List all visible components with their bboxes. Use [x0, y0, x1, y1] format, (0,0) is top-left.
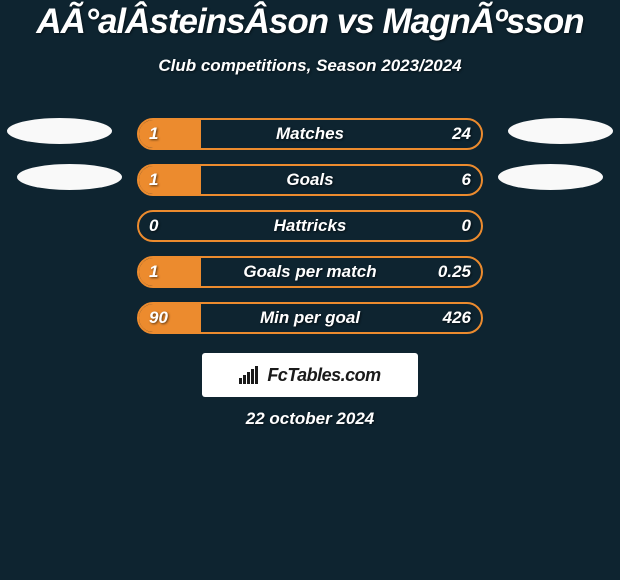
brand-label: FcTables.com [267, 365, 380, 386]
stat-label: Goals per match [139, 258, 481, 286]
stat-label: Goals [139, 166, 481, 194]
stat-bar: 16Goals [137, 164, 483, 196]
player-left-logo [17, 164, 122, 190]
stats-area: 124Matches 16Goals 00Hattricks 10.25Goals p… [0, 118, 620, 332]
stat-row: 124Matches [0, 118, 620, 148]
player-left-logo [7, 118, 112, 144]
stat-label: Hattricks [139, 212, 481, 240]
stat-row: 90426Min per goal [0, 302, 620, 332]
stat-bar: 10.25Goals per match [137, 256, 483, 288]
stat-label: Min per goal [139, 304, 481, 332]
stat-bar: 90426Min per goal [137, 302, 483, 334]
stat-label: Matches [139, 120, 481, 148]
stat-row: 16Goals [0, 164, 620, 194]
page-subtitle: Club competitions, Season 2023/2024 [0, 42, 620, 76]
stat-bar: 124Matches [137, 118, 483, 150]
player-right-logo [508, 118, 613, 144]
page-title: AÃ°alÂsteinsÂson vs MagnÃºsson [0, 0, 620, 42]
date-label: 22 october 2024 [0, 409, 620, 429]
bars-icon [239, 366, 261, 384]
player-right-logo [498, 164, 603, 190]
stat-bar: 00Hattricks [137, 210, 483, 242]
h2h-card: AÃ°alÂsteinsÂson vs MagnÃºsson Club comp… [0, 0, 620, 580]
stat-row: 10.25Goals per match [0, 256, 620, 286]
stat-row: 00Hattricks [0, 210, 620, 240]
brand-badge[interactable]: FcTables.com [202, 353, 418, 397]
